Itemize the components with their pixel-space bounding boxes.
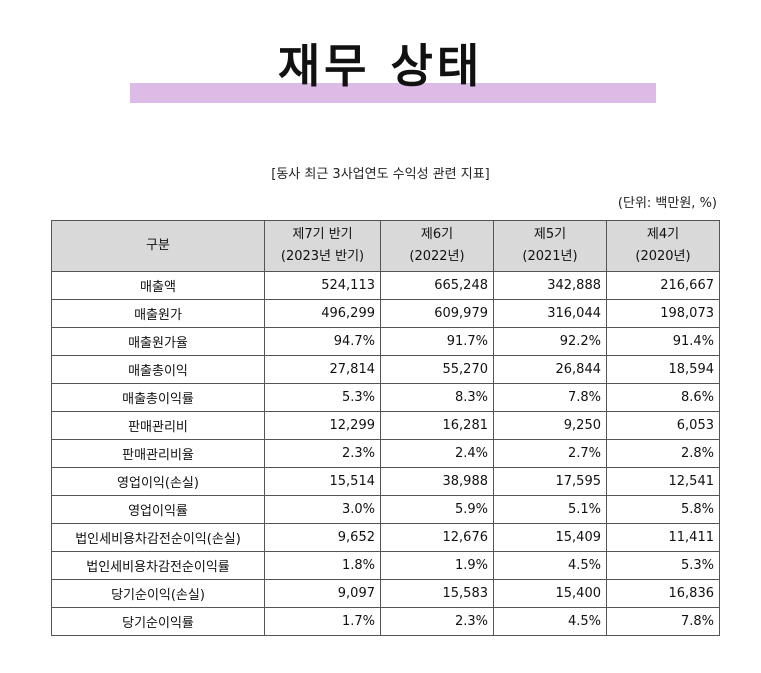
cell-value: 524,113 — [264, 271, 381, 300]
row-label: 영업이익률 — [51, 495, 265, 524]
row-label: 매출총이익 — [51, 355, 265, 384]
cell-value: 11,411 — [606, 523, 720, 552]
cell-value: 15,400 — [493, 579, 607, 608]
cell-value: 27,814 — [264, 355, 381, 384]
cell-value: 17,595 — [493, 467, 607, 496]
header-period-7: 제7기 반기 (2023년 반기) — [264, 220, 381, 272]
table-row: 매출액 524,113 665,248 342,888 216,667 — [51, 271, 720, 300]
cell-value: 1.7% — [264, 607, 381, 636]
cell-value: 12,541 — [606, 467, 720, 496]
title-highlight-bar — [130, 83, 656, 103]
table-row: 당기순이익(손실) 9,097 15,583 15,400 16,836 — [51, 579, 720, 608]
cell-value: 198,073 — [606, 299, 720, 328]
cell-value: 12,676 — [380, 523, 494, 552]
cell-value: 9,652 — [264, 523, 381, 552]
cell-value: 665,248 — [380, 271, 494, 300]
cell-value: 8.3% — [380, 383, 494, 412]
cell-value: 5.9% — [380, 495, 494, 524]
unit-note: (단위: 백만원, %) — [617, 196, 717, 211]
cell-value: 91.4% — [606, 327, 720, 356]
row-label: 법인세비용차감전순이익률 — [51, 551, 265, 580]
cell-value: 15,409 — [493, 523, 607, 552]
cell-value: 26,844 — [493, 355, 607, 384]
cell-value: 92.2% — [493, 327, 607, 356]
row-label: 판매관리비율 — [51, 439, 265, 468]
cell-value: 2.7% — [493, 439, 607, 468]
cell-value: 38,988 — [380, 467, 494, 496]
cell-value: 7.8% — [493, 383, 607, 412]
cell-value: 316,044 — [493, 299, 607, 328]
header-label: 제5기 — [533, 227, 567, 242]
cell-value: 15,514 — [264, 467, 381, 496]
cell-value: 1.8% — [264, 551, 381, 580]
row-label: 법인세비용차감전순이익(손실) — [51, 523, 265, 552]
cell-value: 342,888 — [493, 271, 607, 300]
cell-value: 12,299 — [264, 411, 381, 440]
cell-value: 8.6% — [606, 383, 720, 412]
table-row: 매출원가율 94.7% 91.7% 92.2% 91.4% — [51, 327, 720, 356]
table-row: 법인세비용차감전순이익률 1.8% 1.9% 4.5% 5.3% — [51, 551, 720, 580]
header-label: 제4기 — [646, 227, 680, 242]
cell-value: 2.8% — [606, 439, 720, 468]
page-title: 재무 상태 — [277, 39, 484, 93]
row-label: 매출액 — [51, 271, 265, 300]
cell-value: 5.3% — [264, 383, 381, 412]
header-label: 제7기 반기 — [292, 227, 353, 242]
header-label: 구분 — [146, 238, 170, 253]
cell-value: 1.9% — [380, 551, 494, 580]
cell-value: 216,667 — [606, 271, 720, 300]
header-period-5: 제5기 (2021년) — [493, 220, 607, 272]
cell-value: 3.0% — [264, 495, 381, 524]
cell-value: 609,979 — [380, 299, 494, 328]
row-label: 매출원가 — [51, 299, 265, 328]
row-label: 당기순이익률 — [51, 607, 265, 636]
cell-value: 91.7% — [380, 327, 494, 356]
financial-indicators-table: 구분 제7기 반기 (2023년 반기) 제6기 (2022년) 제5기 (20… — [51, 220, 720, 636]
row-label: 판매관리비 — [51, 411, 265, 440]
table-row: 법인세비용차감전순이익(손실) 9,652 12,676 15,409 11,4… — [51, 523, 720, 552]
header-label: 제6기 — [420, 227, 454, 242]
header-period-4: 제4기 (2020년) — [606, 220, 720, 272]
cell-value: 5.8% — [606, 495, 720, 524]
table-row: 판매관리비율 2.3% 2.4% 2.7% 2.8% — [51, 439, 720, 468]
cell-value: 4.5% — [493, 551, 607, 580]
header-year: (2022년) — [409, 249, 465, 264]
header-category: 구분 — [51, 220, 265, 272]
cell-value: 2.3% — [380, 607, 494, 636]
table-header-row: 구분 제7기 반기 (2023년 반기) 제6기 (2022년) 제5기 (20… — [51, 220, 720, 272]
header-period-6: 제6기 (2022년) — [380, 220, 494, 272]
table-row: 매출원가 496,299 609,979 316,044 198,073 — [51, 299, 720, 328]
table-row: 영업이익률 3.0% 5.9% 5.1% 5.8% — [51, 495, 720, 524]
header-year: (2021년) — [522, 249, 578, 264]
header-year: (2020년) — [635, 249, 691, 264]
table-row: 영업이익(손실) 15,514 38,988 17,595 12,541 — [51, 467, 720, 496]
cell-value: 2.4% — [380, 439, 494, 468]
cell-value: 9,250 — [493, 411, 607, 440]
cell-value: 4.5% — [493, 607, 607, 636]
cell-value: 18,594 — [606, 355, 720, 384]
row-label: 매출원가율 — [51, 327, 265, 356]
cell-value: 5.1% — [493, 495, 607, 524]
cell-value: 7.8% — [606, 607, 720, 636]
cell-value: 15,583 — [380, 579, 494, 608]
cell-value: 16,281 — [380, 411, 494, 440]
cell-value: 55,270 — [380, 355, 494, 384]
table-row: 매출총이익 27,814 55,270 26,844 18,594 — [51, 355, 720, 384]
cell-value: 2.3% — [264, 439, 381, 468]
table-row: 매출총이익률 5.3% 8.3% 7.8% 8.6% — [51, 383, 720, 412]
row-label: 영업이익(손실) — [51, 467, 265, 496]
table-row: 당기순이익률 1.7% 2.3% 4.5% 7.8% — [51, 607, 720, 636]
cell-value: 16,836 — [606, 579, 720, 608]
header-year: (2023년 반기) — [280, 249, 365, 264]
row-label: 매출총이익률 — [51, 383, 265, 412]
table-row: 판매관리비 12,299 16,281 9,250 6,053 — [51, 411, 720, 440]
cell-value: 9,097 — [264, 579, 381, 608]
cell-value: 94.7% — [264, 327, 381, 356]
cell-value: 5.3% — [606, 551, 720, 580]
row-label: 당기순이익(손실) — [51, 579, 265, 608]
cell-value: 496,299 — [264, 299, 381, 328]
cell-value: 6,053 — [606, 411, 720, 440]
table-caption: [동사 최근 3사업연도 수익성 관련 지표] — [271, 167, 490, 182]
